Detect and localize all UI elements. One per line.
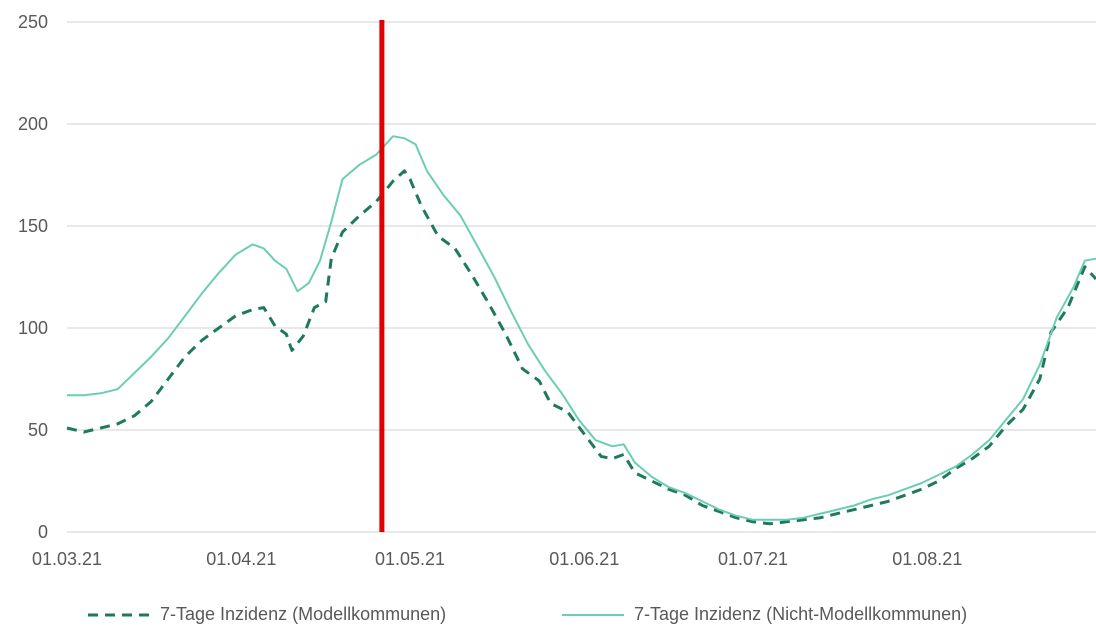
legend-swatch-solid bbox=[562, 608, 624, 622]
x-tick-label: 01.03.21 bbox=[32, 549, 102, 569]
legend-item-nicht-modellkommunen: 7-Tage Inzidenz (Nicht-Modellkommunen) bbox=[562, 604, 967, 625]
legend: 7-Tage Inzidenz (Modellkommunen) 7-Tage … bbox=[0, 600, 1096, 630]
y-tick-label: 150 bbox=[18, 216, 48, 236]
y-tick-label: 200 bbox=[18, 114, 48, 134]
legend-item-modellkommunen: 7-Tage Inzidenz (Modellkommunen) bbox=[88, 604, 446, 625]
x-tick-label: 01.05.21 bbox=[375, 549, 445, 569]
y-tick-label: 250 bbox=[18, 12, 48, 32]
x-tick-label: 01.04.21 bbox=[206, 549, 276, 569]
y-tick-label: 0 bbox=[38, 522, 48, 542]
gridlines bbox=[67, 22, 1096, 430]
legend-swatch-dashed bbox=[88, 608, 150, 622]
line-chart: 0 50 100 150 200 250 01.03.21 01.04.21 01.05.21… bbox=[0, 0, 1096, 600]
x-axis-ticks: 01.03.21 01.04.21 01.05.21 01.06.21 01.07.21… bbox=[32, 549, 962, 569]
series-line-modellkommunen bbox=[67, 171, 1096, 524]
y-axis-ticks: 0 50 100 150 200 250 bbox=[18, 12, 48, 542]
y-tick-label: 50 bbox=[28, 420, 48, 440]
y-tick-label: 100 bbox=[18, 318, 48, 338]
legend-label-nicht-modellkommunen: 7-Tage Inzidenz (Nicht-Modellkommunen) bbox=[634, 604, 967, 625]
series-lines bbox=[67, 136, 1096, 524]
x-tick-label: 01.07.21 bbox=[718, 549, 788, 569]
legend-label-modellkommunen: 7-Tage Inzidenz (Modellkommunen) bbox=[160, 604, 446, 625]
x-tick-label: 01.08.21 bbox=[892, 549, 962, 569]
x-tick-label: 01.06.21 bbox=[549, 549, 619, 569]
